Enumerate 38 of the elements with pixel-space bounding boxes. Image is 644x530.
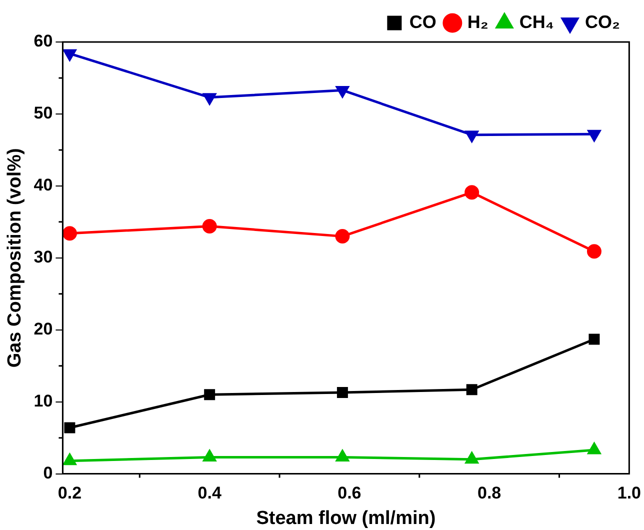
legend-label: H₂ bbox=[467, 12, 488, 32]
y-axis-title: Gas Composition (vol%) bbox=[4, 148, 26, 368]
point bbox=[465, 452, 478, 464]
x-tick-label: 0.2 bbox=[58, 484, 82, 503]
point bbox=[63, 454, 76, 466]
y-tick-label: 30 bbox=[34, 248, 53, 267]
y-tick-label: 10 bbox=[34, 392, 53, 411]
point bbox=[588, 130, 601, 142]
point bbox=[335, 229, 350, 244]
point bbox=[63, 49, 76, 61]
legend-label: CO₂ bbox=[585, 12, 620, 32]
point bbox=[203, 450, 216, 462]
legend-label: CH₄ bbox=[519, 12, 554, 32]
point bbox=[464, 185, 480, 200]
y-tick-label: 40 bbox=[34, 176, 53, 195]
y-tick-label: 60 bbox=[34, 32, 53, 51]
point bbox=[588, 334, 600, 345]
point bbox=[336, 386, 348, 398]
point bbox=[465, 130, 478, 142]
point bbox=[64, 422, 76, 434]
legend-label: CO bbox=[409, 12, 436, 32]
point bbox=[202, 218, 217, 234]
y-tick-label: 50 bbox=[34, 104, 53, 123]
x-tick-label: 0.8 bbox=[477, 484, 502, 503]
point bbox=[466, 384, 478, 396]
point bbox=[62, 226, 77, 241]
point bbox=[586, 244, 602, 259]
x-axis-title: Steam flow (ml/min) bbox=[256, 508, 436, 529]
x-tick-label: 0.4 bbox=[198, 484, 222, 503]
point bbox=[203, 93, 216, 105]
y-tick-label: 0 bbox=[43, 463, 53, 482]
point bbox=[336, 86, 349, 98]
point bbox=[588, 442, 601, 454]
y-tick-label: 20 bbox=[34, 320, 53, 339]
x-tick-label: 0.6 bbox=[338, 484, 362, 503]
x-tick-label: 1.0 bbox=[617, 484, 642, 503]
point bbox=[204, 389, 216, 400]
point bbox=[336, 450, 349, 462]
